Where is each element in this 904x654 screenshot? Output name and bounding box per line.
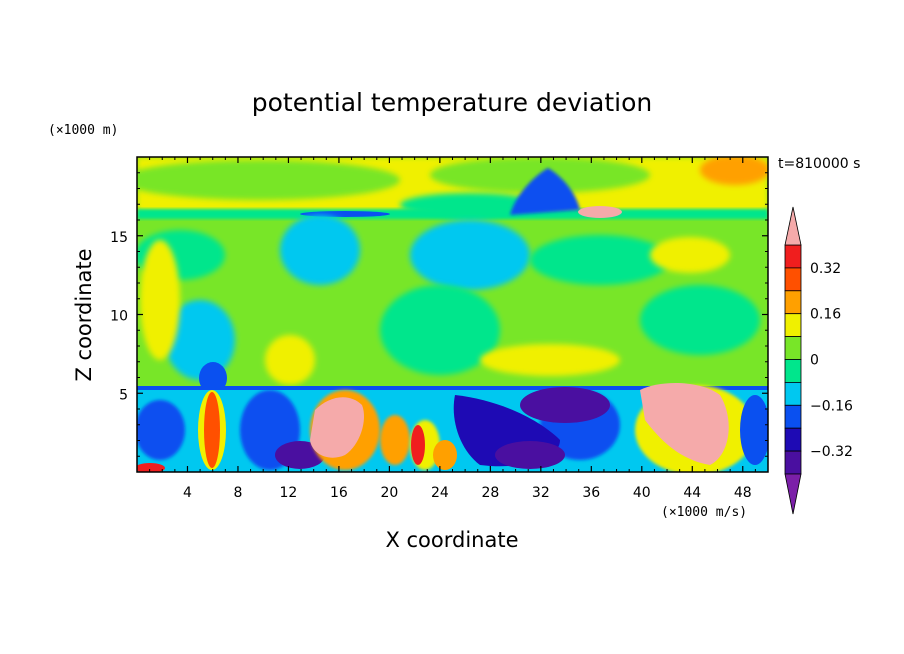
upper-green-patch [137, 160, 400, 200]
colorbar-tick-label: 0.32 [810, 261, 841, 277]
colorbar-tick-label: −0.16 [810, 398, 853, 414]
blue-plume [510, 168, 580, 215]
colorbar-swatch [784, 359, 802, 383]
colorbar-swatch [784, 313, 802, 338]
y-tick-label: 5 [119, 387, 128, 403]
x-tick-label: 20 [380, 485, 398, 501]
warm-cell-orange [204, 392, 220, 468]
colorbar-swatch [784, 267, 802, 292]
x-tick-label: 48 [734, 485, 752, 501]
colorbar-under-arrow [784, 473, 802, 515]
purple-cold-pool [495, 441, 565, 469]
y-tick-label: 10 [110, 309, 128, 325]
contour-field [137, 157, 768, 472]
purple-cold-pool [520, 387, 610, 423]
y-axis-unit: (×1000 m) [48, 123, 118, 138]
colorbar: −0.32 −0.16 0 0.16 0.32 [784, 206, 853, 515]
colorbar-swatch [784, 244, 802, 269]
x-tick-label: 28 [481, 485, 499, 501]
mid-teal-patch [380, 285, 500, 375]
pink-patch-upper [578, 206, 622, 218]
x-tick-label: 36 [582, 485, 600, 501]
mid-cyan-patch [165, 300, 235, 380]
warm-cell-orange [380, 415, 410, 465]
x-tick-label: 8 [233, 485, 242, 501]
mid-yellow-patch [140, 240, 180, 360]
colorbar-swatch [784, 427, 802, 452]
y-tick-label: 15 [110, 230, 128, 246]
x-tick-label: 32 [532, 485, 550, 501]
chart-title: potential temperature deviation [252, 88, 652, 117]
x-tick-label: 12 [280, 485, 298, 501]
colorbar-swatch [784, 404, 802, 429]
y-axis: 5 10 15 [110, 172, 768, 457]
colorbar-swatch [784, 336, 802, 360]
colorbar-swatch [784, 450, 802, 475]
boundary-blue-patch [137, 400, 185, 460]
upper-orange-patch [700, 157, 768, 185]
x-tick-label: 24 [431, 485, 449, 501]
colorbar-tick-label: 0 [810, 353, 819, 369]
warm-cell-red [137, 463, 165, 472]
mid-yellow-patch [480, 344, 620, 376]
warm-cell-orange [433, 440, 457, 470]
y-axis-label: Z coordinate [72, 248, 96, 381]
boundary-layer-top-line [137, 386, 768, 390]
warm-cell-pink [640, 383, 729, 465]
mid-teal-patch [640, 285, 760, 355]
x-tick-label: 16 [330, 485, 348, 501]
colorbar-swatch [784, 381, 802, 406]
mid-yellow-patch [265, 335, 315, 385]
x-axis-unit: (×1000 m/s) [661, 505, 747, 520]
warm-cell-red [411, 425, 425, 465]
x-axis: 4 8 12 16 20 24 28 32 36 40 44 48 [149, 157, 756, 501]
colorbar-tick-label: −0.32 [810, 444, 853, 460]
time-label: t=810000 s [778, 156, 860, 172]
colorbar-over-arrow [784, 206, 802, 246]
boundary-blue-patch [740, 395, 768, 465]
mid-cyan-patch [410, 220, 530, 290]
mid-teal-patch [530, 235, 670, 285]
x-tick-label: 40 [633, 485, 651, 501]
x-tick-label: 44 [683, 485, 701, 501]
x-tick-label: 4 [183, 485, 192, 501]
mid-cyan-patch [280, 215, 360, 285]
mid-yellow-patch [650, 237, 730, 273]
tropopause-band [137, 209, 768, 219]
warm-cell-pink [310, 397, 365, 458]
colorbar-tick-label: 0.16 [810, 307, 841, 323]
x-axis-label: X coordinate [385, 528, 518, 552]
purple-cold-pool [275, 441, 325, 469]
colorbar-swatch [784, 290, 802, 315]
